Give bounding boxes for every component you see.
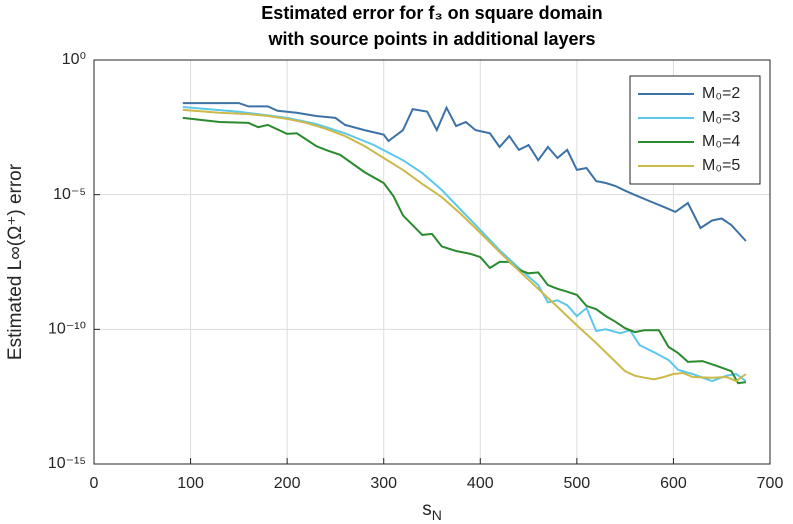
x-tick-label: 700 (757, 475, 784, 492)
plot-frame (93, 59, 771, 465)
legend: M₀=2 M₀=3 M₀=4 M₀=5 (629, 75, 761, 185)
x-tick-label: 0 (90, 475, 99, 492)
y-tick-label: 10⁻¹⁰ (48, 321, 86, 338)
legend-label: M₀=5 (702, 157, 740, 174)
chart-subtitle: with source points in additional layers (267, 29, 595, 49)
x-tick-label: 200 (274, 475, 301, 492)
x-tick-label: 600 (660, 475, 687, 492)
chart-title: Estimated error for f₃ on square domain (261, 3, 602, 23)
x-tick-label: 500 (564, 475, 591, 492)
series-line (182, 106, 747, 383)
y-tick-label: 10⁰ (62, 51, 86, 68)
x-tick-label: 100 (177, 475, 204, 492)
legend-label: M₀=2 (702, 85, 740, 102)
x-tick-label: 400 (467, 475, 494, 492)
x-axis-label-main: s (422, 499, 432, 520)
x-axis-label: sN (422, 499, 442, 523)
y-tick-label: 10⁻¹⁵ (48, 455, 86, 472)
y-tick-label: 10⁻⁵ (53, 186, 86, 203)
legend-box (629, 75, 761, 185)
y-axis-label: Estimated L∞(Ω⁺) error (5, 163, 26, 360)
series-line (182, 108, 747, 383)
legend-label: M₀=3 (702, 109, 740, 126)
series-line (182, 102, 747, 242)
x-axis-label-sub: N (432, 507, 442, 523)
x-tick-label: 300 (370, 475, 397, 492)
legend-label: M₀=4 (702, 133, 740, 150)
